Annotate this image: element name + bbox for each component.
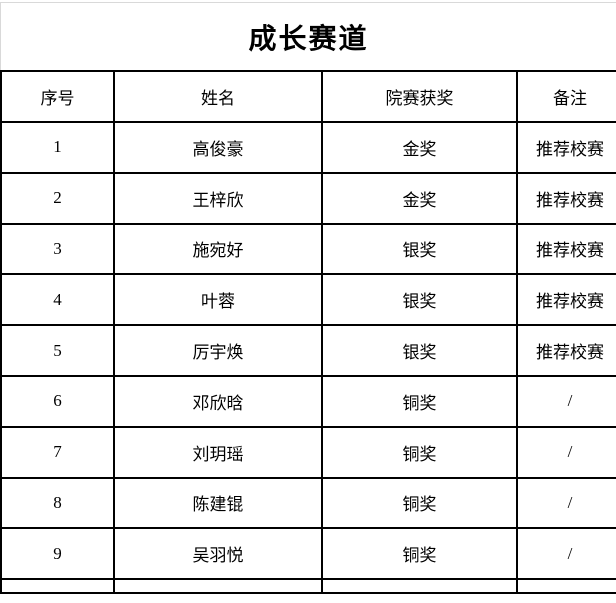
cell-name: 高俊豪 [113,121,323,174]
cell-no [0,578,115,595]
column-header-name: 姓名 [113,70,323,123]
table-header-row: 序号 姓名 院赛获奖 备注 [0,70,616,123]
cell-note: 推荐校赛 [516,121,616,174]
table-row: 7 刘玥瑶 铜奖 / [0,425,616,479]
table-row: 1 高俊豪 金奖 推荐校赛 [0,121,616,174]
cell-name: 厉宇焕 [113,324,323,377]
table-row: 3 施宛好 银奖 推荐校赛 [0,222,616,276]
cell-note: 推荐校赛 [516,324,616,377]
cell-award: 金奖 [321,121,518,174]
cell-award: 铜奖 [321,476,518,530]
table-row: 5 厉宇焕 银奖 推荐校赛 [0,324,616,377]
cell-no: 6 [0,374,115,428]
cell-no: 9 [0,527,115,581]
cell-note: 推荐校赛 [516,171,616,225]
cell-no: 5 [0,324,115,377]
table-row: 4 叶蓉 银奖 推荐校赛 [0,273,616,327]
cell-award: 金奖 [321,171,518,225]
cell-note: / [516,527,616,581]
cell-no: 4 [0,273,115,327]
cell-name: 王梓欣 [113,171,323,225]
cell-note [516,578,616,595]
cell-name: 叶蓉 [113,273,323,327]
table-row-clipped [0,578,616,595]
cell-name: 刘玥瑶 [113,425,323,479]
table-row: 9 吴羽悦 铜奖 / [0,527,616,581]
cell-name [113,578,323,595]
cell-award [321,578,518,595]
cell-no: 2 [0,171,115,225]
table-title-block: 成长赛道 [0,2,616,70]
cell-no: 1 [0,121,115,174]
cell-name: 吴羽悦 [113,527,323,581]
cell-award: 铜奖 [321,374,518,428]
cell-award: 铜奖 [321,425,518,479]
column-header-award: 院赛获奖 [321,70,518,123]
cell-name: 陈建锟 [113,476,323,530]
cell-award: 银奖 [321,324,518,377]
cell-award: 银奖 [321,222,518,276]
cell-no: 3 [0,222,115,276]
cell-note: / [516,374,616,428]
cell-award: 铜奖 [321,527,518,581]
page-title: 成长赛道 [248,23,369,55]
table-row: 6 邓欣晗 铜奖 / [0,374,616,428]
award-table: 序号 姓名 院赛获奖 备注 1 高俊豪 金奖 推荐校赛 2 王梓欣 金奖 推荐校… [0,70,616,595]
cell-no: 7 [0,425,115,479]
cell-name: 施宛好 [113,222,323,276]
cell-note: 推荐校赛 [516,273,616,327]
column-header-no: 序号 [0,70,115,123]
cell-no: 8 [0,476,115,530]
cell-award: 银奖 [321,273,518,327]
cell-name: 邓欣晗 [113,374,323,428]
table-row: 2 王梓欣 金奖 推荐校赛 [0,171,616,225]
column-header-note: 备注 [516,70,616,123]
cell-note: / [516,425,616,479]
table-row: 8 陈建锟 铜奖 / [0,476,616,530]
cell-note: 推荐校赛 [516,222,616,276]
cell-note: / [516,476,616,530]
